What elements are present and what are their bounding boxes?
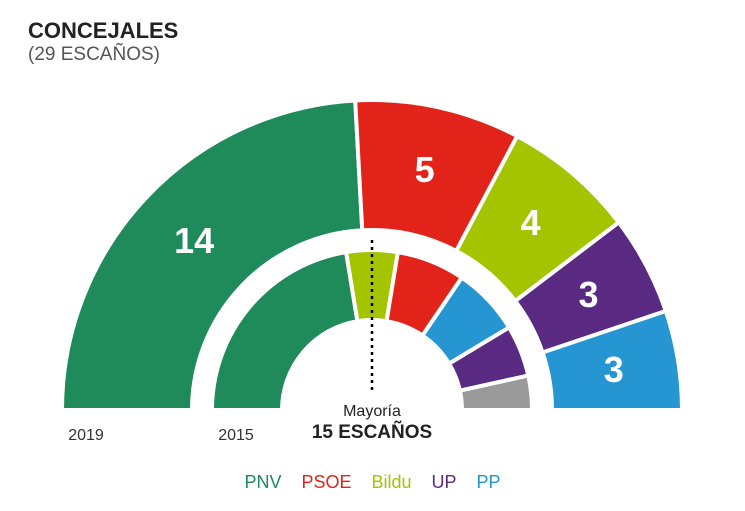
slice-label-psoe: 5 (415, 149, 435, 190)
legend-item-bildu: Bildu (371, 472, 411, 492)
hemicycle-chart: 145433Mayoría15 ESCAÑOS20192015 (0, 70, 745, 440)
slice-label-pnv: 14 (174, 220, 214, 261)
slice-label-bildu: 4 (521, 202, 541, 243)
page-subtitle: (29 ESCAÑOS) (28, 44, 178, 66)
legend-item-up: UP (432, 472, 457, 492)
page-title: CONCEJALES (28, 18, 178, 44)
majority-seats-label: 15 ESCAÑOS (312, 421, 432, 443)
majority-label: Mayoría (343, 403, 401, 420)
year-label-inner: 2015 (218, 427, 254, 444)
slice-label-up: 3 (578, 274, 598, 315)
header: CONCEJALES (29 ESCAÑOS) (28, 18, 178, 66)
legend-item-psoe: PSOE (301, 472, 351, 492)
chart-legend: PNV PSOE Bildu UP PP (0, 472, 745, 493)
year-label-outer: 2019 (68, 427, 104, 444)
legend-item-pnv: PNV (244, 472, 281, 492)
legend-item-pp: PP (477, 472, 501, 492)
slice-label-pp: 3 (604, 349, 624, 390)
